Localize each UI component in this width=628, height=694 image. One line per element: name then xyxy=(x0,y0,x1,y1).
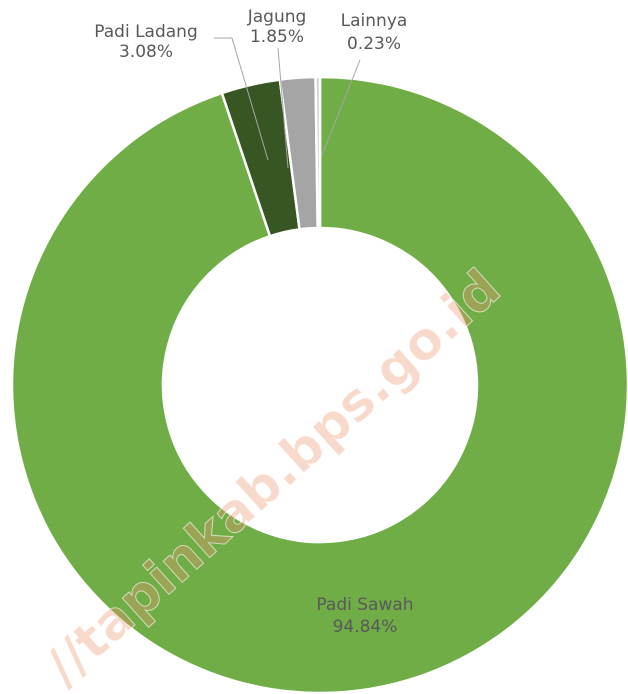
slice xyxy=(10,75,628,694)
slice-label: Lainnya xyxy=(341,11,408,31)
leader-line xyxy=(321,59,361,156)
slice-value: 94.84% xyxy=(333,617,398,637)
leader-line xyxy=(277,47,289,169)
slice-label: Padi Ladang xyxy=(94,22,198,42)
slice-value: 0.23% xyxy=(347,34,401,54)
slice xyxy=(314,75,322,230)
slice-label: Jagung xyxy=(247,7,307,27)
slice-value: 1.85% xyxy=(250,27,304,47)
leader-line xyxy=(214,37,269,161)
slice-label: Padi Sawah xyxy=(316,595,413,615)
donut xyxy=(10,75,628,694)
slice-value: 3.08% xyxy=(119,42,173,62)
